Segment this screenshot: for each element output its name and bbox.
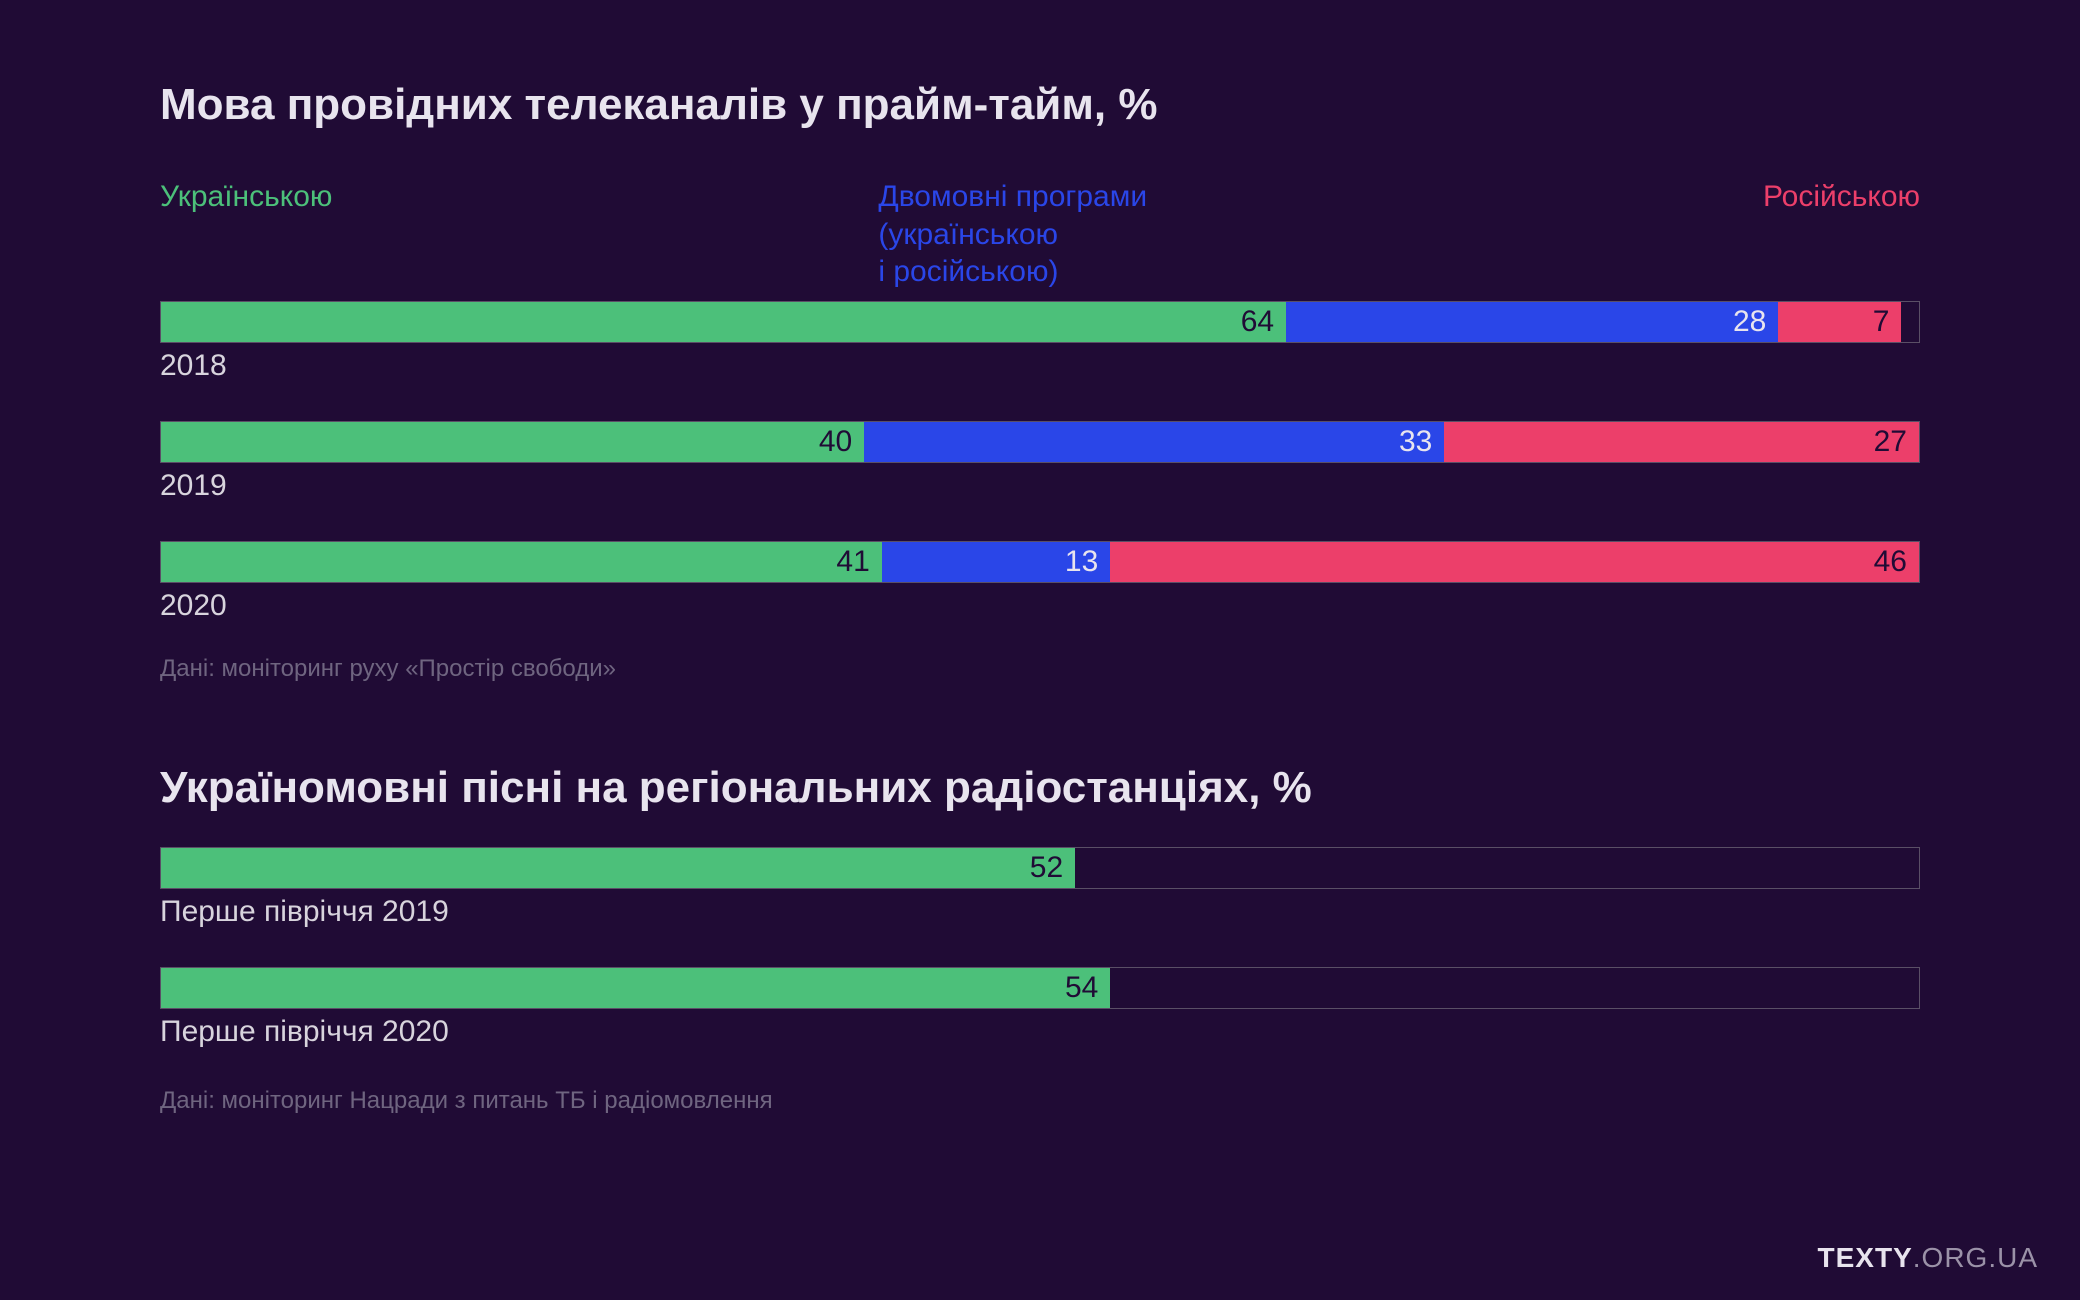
site-logo: TEXTY.ORG.UA [1818,1242,2038,1274]
stacked-bar: 411346 [160,541,1920,583]
segment-ukrainian: 40 [161,422,864,462]
stacked-bar: 64287 [160,301,1920,343]
segment-russian: 7 [1778,302,1901,342]
segment-value: 52 [161,848,1075,888]
row-period-label: Перше півріччя 2020 [160,1015,1920,1049]
segment-bilingual: 13 [882,542,1111,582]
segment-ukrainian: 41 [161,542,882,582]
chart1-title: Мова провідних телеканалів у прайм-тайм,… [160,80,1920,130]
segment-bilingual: 33 [864,422,1444,462]
logo-thin: .ORG.UA [1913,1242,2038,1273]
radio-language-chart: Україномовні пісні на регіональних радіо… [160,763,1920,1115]
chart2-source: Дані: моніторинг Нацради з питань ТБ і р… [160,1087,1920,1115]
segment-value: 54 [161,968,1110,1008]
stacked-bar: 403327 [160,421,1920,463]
logo-bold: TEXTY [1818,1242,1913,1273]
segment-bilingual: 28 [1286,302,1778,342]
segment-russian: 27 [1444,422,1919,462]
segment-ukrainian: 64 [161,302,1286,342]
row-period-label: Перше півріччя 2019 [160,895,1920,929]
progress-bar: 52 [160,847,1920,889]
chart1-legend: Українською Двомовні програми (українськ… [160,178,1920,291]
chart1-source: Дані: моніторинг руху «Простір свободи» [160,655,1920,683]
tv-language-chart: Мова провідних телеканалів у прайм-тайм,… [160,80,1920,683]
chart2-title: Україномовні пісні на регіональних радіо… [160,763,1920,813]
progress-bar: 54 [160,967,1920,1009]
row-year-label: 2020 [160,589,1920,623]
legend-bilingual: Двомовні програми (українською і російсь… [878,178,1704,291]
legend-ukrainian: Українською [160,178,878,291]
legend-russian: Російською [1705,178,1921,291]
row-year-label: 2019 [160,469,1920,503]
row-year-label: 2018 [160,349,1920,383]
segment-russian: 46 [1110,542,1919,582]
